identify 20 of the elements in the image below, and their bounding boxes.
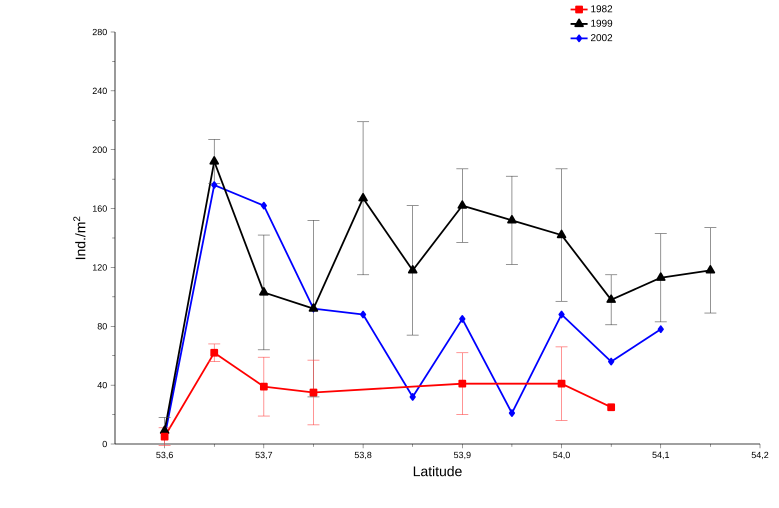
x-tick-label: 54,2 <box>752 452 768 460</box>
y-tick-label: 120 <box>92 264 107 271</box>
x-tick-label: 53,7 <box>255 452 272 460</box>
y-axis-title: Ind./m$^{2}$ <box>73 216 86 260</box>
legend-label: 1999 <box>591 20 612 27</box>
legend-label: 1982 <box>591 5 612 12</box>
y-tick-label: 280 <box>92 28 107 36</box>
y-tick-label: 160 <box>92 205 107 212</box>
y-tick-label: 240 <box>92 88 107 94</box>
legend-label: 2002 <box>590 34 612 42</box>
y-tick-label: 200 <box>92 146 107 153</box>
y-tick-label: 40 <box>97 382 107 388</box>
x-tick-label: 54,1 <box>652 452 670 460</box>
y-tick-label: 80 <box>98 323 107 330</box>
y-tick-label: 0 <box>102 440 107 448</box>
x-tick-label: 53,9 <box>454 452 471 460</box>
x-tick-label: 53,6 <box>156 452 173 460</box>
x-tick-label: 53,8 <box>354 452 372 460</box>
x-axis-title: Latitude <box>414 466 462 476</box>
x-tick-label: 54,0 <box>553 452 570 460</box>
